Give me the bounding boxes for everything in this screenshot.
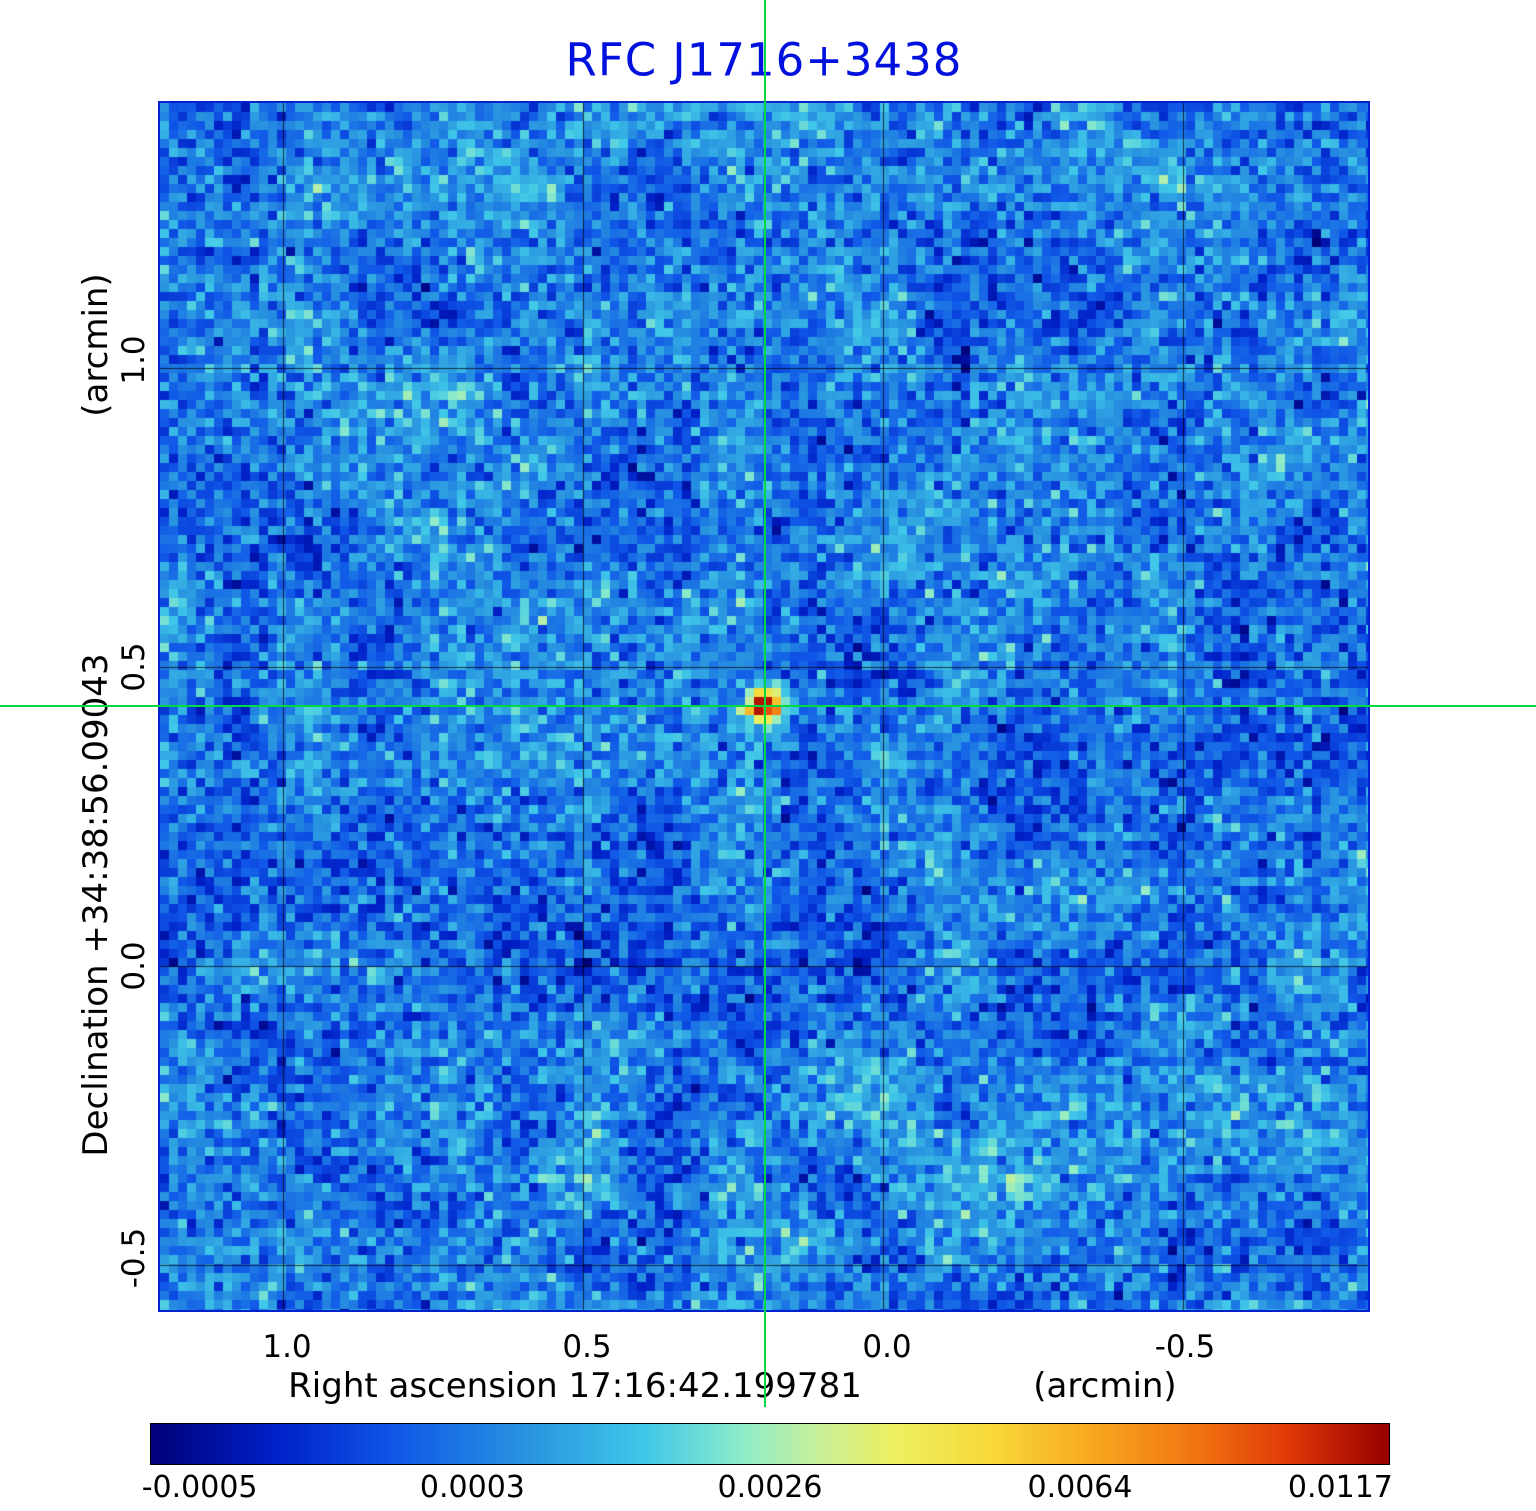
y-tick-label: 1.0 — [116, 335, 152, 385]
x-tick-label: 0.0 — [862, 1329, 912, 1365]
x-tick-label: 0.5 — [562, 1329, 612, 1365]
x-tick-label: -0.5 — [1154, 1329, 1216, 1365]
colorbar-tick-label: 0.0064 — [1027, 1470, 1133, 1505]
y-tick-label: -0.5 — [116, 1227, 152, 1289]
y-axis-unit-label: (arcmin) — [76, 273, 116, 417]
colorbar-tick-label: 0.0003 — [419, 1470, 525, 1505]
colorbar-tick-label: 0.0026 — [717, 1470, 823, 1505]
colorbar-gradient — [150, 1423, 1390, 1465]
colorbar-tick-label: 0.0117 — [1287, 1470, 1393, 1505]
x-tick-label: 1.0 — [262, 1329, 312, 1365]
x-axis-unit-label: (arcmin) — [1033, 1366, 1177, 1406]
figure-title: RFC J1716+3438 — [565, 33, 963, 87]
y-tick-label: 0.0 — [116, 941, 152, 991]
crosshair-vertical-line — [764, 0, 766, 1407]
y-tick-label: 0.5 — [116, 642, 152, 692]
crosshair-horizontal-line — [0, 705, 1536, 707]
colorbar-tick-label: -0.0005 — [141, 1470, 258, 1505]
x-axis-label: Right ascension 17:16:42.199781 — [288, 1366, 862, 1406]
y-axis-label: Declination +34:38:56.09043 — [76, 653, 116, 1157]
